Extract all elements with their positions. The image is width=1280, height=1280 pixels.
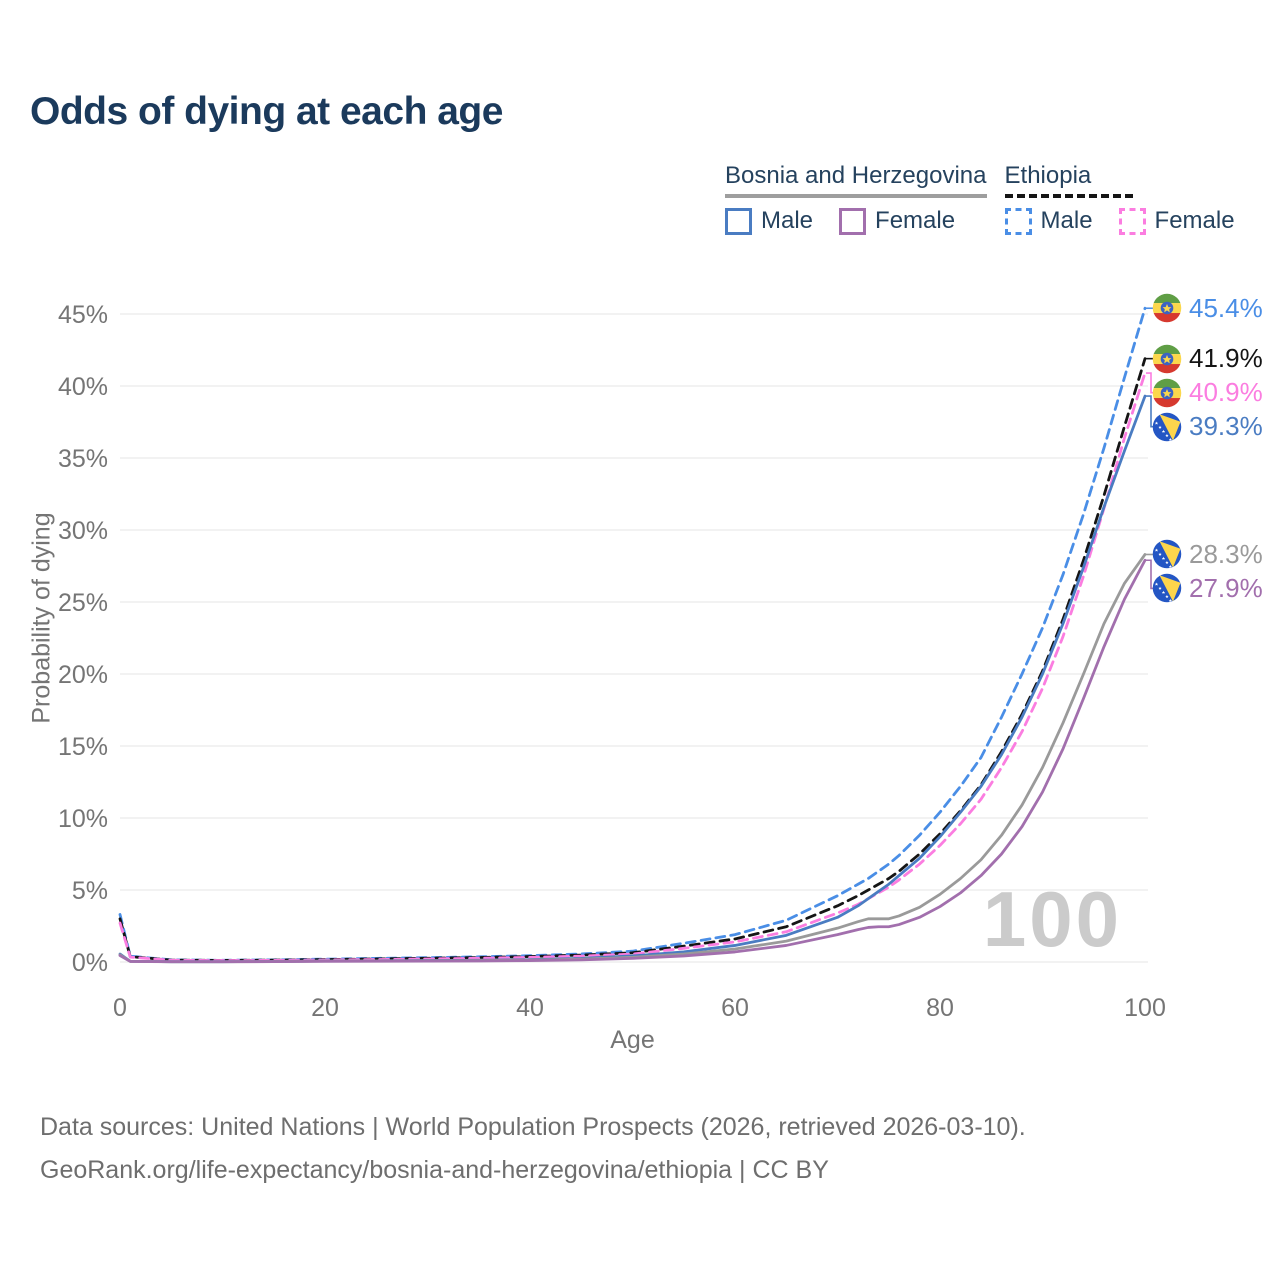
y-tick-label: 10% — [58, 805, 108, 833]
y-tick-label: 5% — [72, 877, 108, 905]
legend-group-title-bosnia[interactable]: Bosnia and Herzegovina — [725, 162, 987, 198]
label-connector — [1146, 372, 1154, 394]
legend-swatch-bosnia-male — [725, 207, 752, 235]
flag-ba-icon — [1152, 573, 1182, 603]
legend-item-label: Female — [1154, 207, 1235, 234]
legend-item-label: Male — [761, 207, 814, 234]
y-tick-label: 15% — [58, 733, 108, 761]
flag-et-icon — [1152, 344, 1182, 374]
end-label-value: 40.9% — [1189, 377, 1263, 408]
y-tick-label: 40% — [58, 373, 108, 401]
y-tick-label: 30% — [58, 517, 108, 545]
series-line-bosnia-and-herzegovina-female[interactable] — [118, 558, 1147, 964]
series-line-ethiopia-female[interactable] — [118, 371, 1147, 962]
legend-items-ethiopia: Male Female — [1004, 207, 1235, 235]
end-label-ethiopia-both-sexes: 41.9% — [1152, 343, 1263, 374]
x-tick-label: 80 — [926, 994, 954, 1022]
end-label-value: 27.9% — [1189, 572, 1263, 603]
y-tick-label: 20% — [58, 661, 108, 689]
y-tick-label: 45% — [58, 301, 108, 329]
legend-item-bosnia-male[interactable]: Male — [725, 207, 813, 235]
y-tick-label: 25% — [58, 589, 108, 617]
label-connector — [1146, 559, 1154, 590]
x-tick-label: 100 — [1124, 994, 1166, 1022]
legend-swatch-bosnia-female — [839, 207, 867, 235]
legend: Bosnia and Herzegovina Male Female Ethio… — [725, 162, 1235, 235]
end-label-value: 41.9% — [1189, 343, 1263, 374]
flag-ba-icon — [1152, 412, 1182, 442]
footer-data-sources: Data sources: United Nations | World Pop… — [40, 1113, 1026, 1141]
series-line-ethiopia-both-sexes[interactable] — [118, 357, 1147, 962]
series-line-ethiopia-male[interactable] — [118, 306, 1147, 962]
y-tick-label: 35% — [58, 445, 108, 473]
y-axis-title: Probability of dying — [27, 512, 56, 724]
end-label-ethiopia-female: 40.9% — [1152, 377, 1263, 408]
x-axis-title: Age — [610, 1026, 655, 1054]
flag-ba-icon — [1152, 539, 1182, 569]
age-watermark: 100 — [983, 875, 1122, 963]
legend-group-ethiopia: Ethiopia Male Female — [1004, 162, 1235, 235]
flag-et-icon — [1152, 378, 1182, 408]
legend-swatch-ethiopia-female — [1118, 207, 1146, 235]
legend-swatch-ethiopia-male — [1004, 207, 1032, 235]
x-tick-label: 0 — [113, 994, 127, 1022]
label-connector — [1146, 395, 1154, 428]
legend-group-title-ethiopia[interactable]: Ethiopia — [1004, 162, 1134, 198]
footer-attribution-link[interactable]: GeoRank.org/life-expectancy/bosnia-and-h… — [40, 1155, 829, 1184]
legend-items-bosnia: Male Female — [725, 207, 987, 235]
end-label-bosnia-and-herzegovina-male: 39.3% — [1152, 411, 1263, 442]
legend-group-bosnia-and-herzegovina: Bosnia and Herzegovina Male Female — [725, 162, 987, 235]
end-label-value: 28.3% — [1189, 538, 1263, 569]
legend-item-bosnia-female[interactable]: Female — [839, 207, 955, 235]
end-label-bosnia-and-herzegovina-female: 27.9% — [1152, 573, 1263, 603]
end-label-value: 39.3% — [1189, 411, 1263, 442]
legend-item-label: Male — [1040, 207, 1093, 234]
legend-item-label: Female — [875, 207, 956, 234]
footer: Data sources: United Nations | World Pop… — [40, 1106, 1026, 1191]
flag-et-icon — [1152, 293, 1182, 323]
end-label-ethiopia-male: 45.4% — [1152, 293, 1263, 323]
x-tick-label: 40 — [516, 994, 544, 1022]
end-label-bosnia-and-herzegovina-both-sexes: 28.3% — [1152, 539, 1263, 569]
end-label-value: 45.4% — [1189, 292, 1263, 323]
x-tick-label: 20 — [311, 994, 339, 1022]
page-title: Odds of dying at each age — [30, 90, 503, 133]
legend-item-ethiopia-female[interactable]: Female — [1118, 207, 1235, 235]
x-tick-label: 60 — [721, 994, 749, 1022]
legend-item-ethiopia-male[interactable]: Male — [1004, 207, 1093, 235]
y-tick-label: 0% — [72, 949, 108, 977]
